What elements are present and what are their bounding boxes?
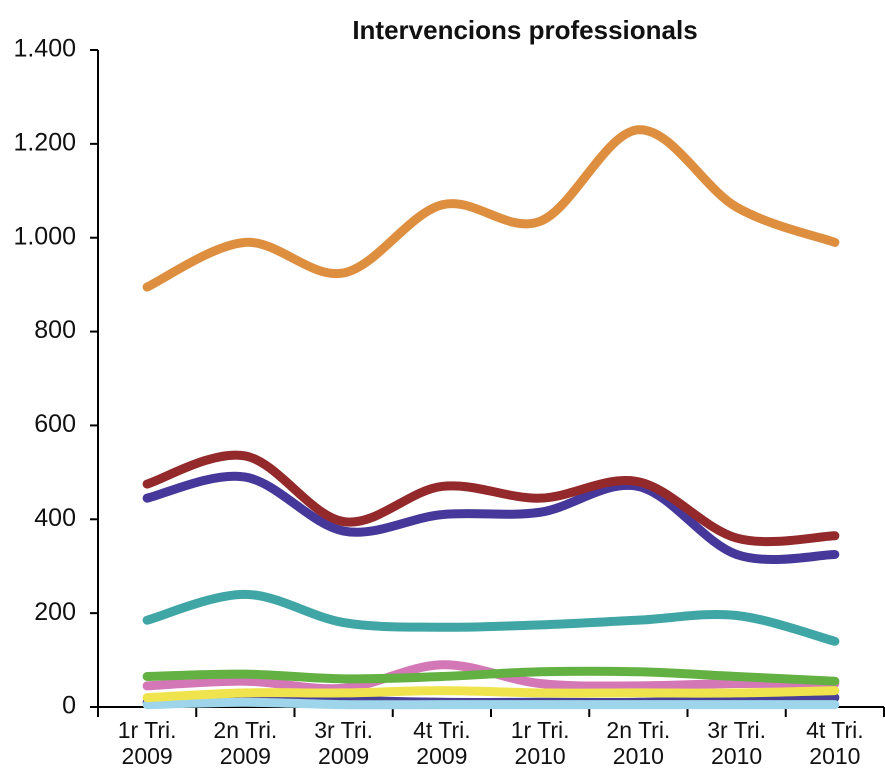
y-tick-label: 0 [62,692,76,720]
y-tick-label: 800 [34,316,76,344]
y-tick-label: 400 [34,504,76,532]
chart-title: Intervencions professionals [352,15,697,45]
y-tick-label: 1.000 [13,222,76,250]
x-tick-label: 1r Tri. 2010 [510,717,570,769]
x-tick-label: 1r Tri. 2009 [117,717,177,769]
series-line [142,666,840,686]
series-line [142,697,840,710]
y-tick-label: 200 [34,598,76,626]
x-tick-label: 4t Tri. 2010 [806,717,864,769]
series-line [142,686,840,703]
x-tick-label: 3r Tri. 2010 [707,717,767,769]
y-tick-label: 1.200 [13,128,76,156]
x-tick-label: 4t Tri. 2009 [413,717,471,769]
x-tick-label: 2n Tri. 2009 [213,717,278,769]
series-line [142,125,840,292]
x-tick-label: 3r Tri. 2009 [314,717,374,769]
y-tick-label: 1.400 [13,35,76,63]
series-line [142,471,840,564]
series-line [142,450,840,547]
series-line [142,589,840,646]
y-tick-label: 600 [34,410,76,438]
x-tick-label: 2n Tri. 2010 [606,717,671,769]
